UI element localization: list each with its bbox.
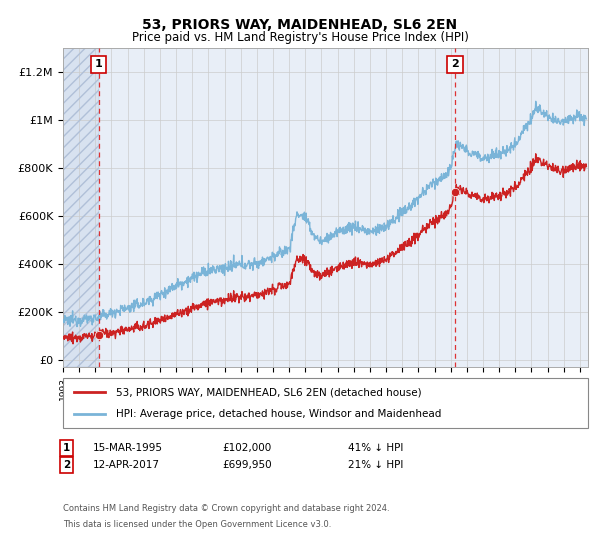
FancyBboxPatch shape bbox=[63, 378, 588, 428]
Text: 2: 2 bbox=[451, 59, 459, 69]
Text: Contains HM Land Registry data © Crown copyright and database right 2024.: Contains HM Land Registry data © Crown c… bbox=[63, 504, 389, 513]
Text: 21% ↓ HPI: 21% ↓ HPI bbox=[348, 460, 403, 470]
Bar bbox=[63, 48, 98, 367]
Text: This data is licensed under the Open Government Licence v3.0.: This data is licensed under the Open Gov… bbox=[63, 520, 331, 529]
Text: 41% ↓ HPI: 41% ↓ HPI bbox=[348, 443, 403, 453]
Bar bbox=[63, 48, 98, 367]
Text: 1: 1 bbox=[95, 59, 103, 69]
Text: Price paid vs. HM Land Registry's House Price Index (HPI): Price paid vs. HM Land Registry's House … bbox=[131, 31, 469, 44]
Text: 53, PRIORS WAY, MAIDENHEAD, SL6 2EN (detached house): 53, PRIORS WAY, MAIDENHEAD, SL6 2EN (det… bbox=[115, 387, 421, 397]
Text: 12-APR-2017: 12-APR-2017 bbox=[93, 460, 160, 470]
Text: 53, PRIORS WAY, MAIDENHEAD, SL6 2EN: 53, PRIORS WAY, MAIDENHEAD, SL6 2EN bbox=[142, 18, 458, 32]
Text: 1: 1 bbox=[63, 443, 70, 453]
Text: HPI: Average price, detached house, Windsor and Maidenhead: HPI: Average price, detached house, Wind… bbox=[115, 409, 441, 419]
Text: £699,950: £699,950 bbox=[222, 460, 272, 470]
Text: 15-MAR-1995: 15-MAR-1995 bbox=[93, 443, 163, 453]
Text: £102,000: £102,000 bbox=[222, 443, 271, 453]
Text: 2: 2 bbox=[63, 460, 70, 470]
